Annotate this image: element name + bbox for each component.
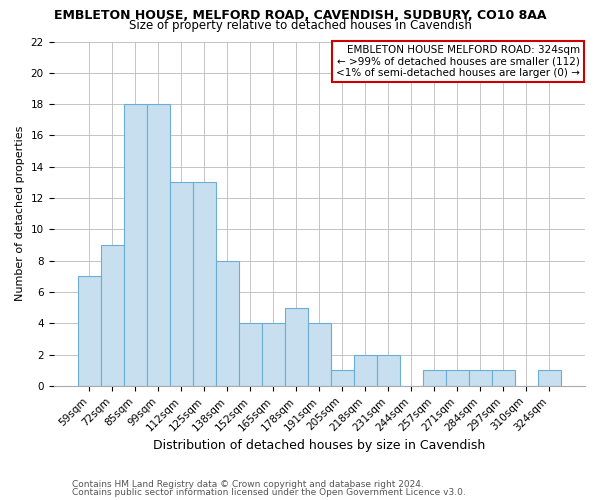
Bar (239, 324, 262, 386)
Text: EMBLETON HOUSE, MELFORD ROAD, CAVENDISH, SUDBURY, CO10 8AA: EMBLETON HOUSE, MELFORD ROAD, CAVENDISH,… (54, 9, 546, 22)
Text: EMBLETON HOUSE MELFORD ROAD: 324sqm
← >99% of detached houses are smaller (112)
: EMBLETON HOUSE MELFORD ROAD: 324sqm ← >9… (336, 45, 580, 78)
Bar (285, 308, 308, 386)
Bar (308, 324, 331, 386)
Text: Contains HM Land Registry data © Crown copyright and database right 2024.: Contains HM Land Registry data © Crown c… (72, 480, 424, 489)
Bar (77, 276, 101, 386)
Text: Contains public sector information licensed under the Open Government Licence v3: Contains public sector information licen… (72, 488, 466, 497)
Bar (170, 182, 193, 386)
Bar (354, 354, 377, 386)
Bar (193, 182, 216, 386)
Bar (446, 370, 469, 386)
Y-axis label: Number of detached properties: Number of detached properties (15, 126, 25, 302)
Bar (147, 104, 170, 386)
Bar (331, 370, 354, 386)
X-axis label: Distribution of detached houses by size in Cavendish: Distribution of detached houses by size … (153, 440, 485, 452)
Bar (124, 104, 147, 386)
Bar (377, 354, 400, 386)
Bar (423, 370, 446, 386)
Bar (538, 370, 561, 386)
Bar (469, 370, 492, 386)
Bar (262, 324, 285, 386)
Text: Size of property relative to detached houses in Cavendish: Size of property relative to detached ho… (128, 19, 472, 32)
Bar (216, 260, 239, 386)
Bar (101, 245, 124, 386)
Bar (492, 370, 515, 386)
